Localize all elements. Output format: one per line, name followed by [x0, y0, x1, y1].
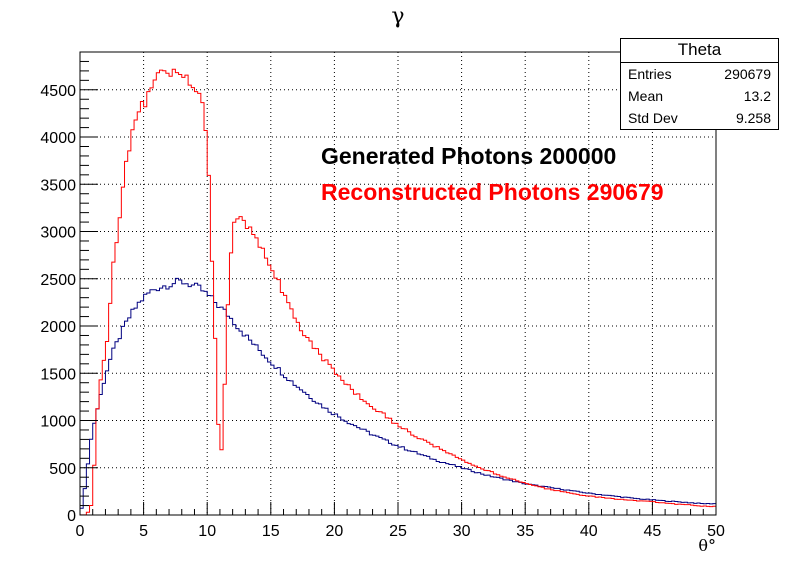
- x-tick-label: 30: [453, 523, 471, 540]
- x-tick-label: 20: [326, 523, 344, 540]
- stats-title: Theta: [621, 39, 778, 63]
- y-tick-label: 0: [67, 508, 76, 525]
- series-group: [79, 68, 717, 516]
- y-tick-label: 4500: [40, 83, 76, 100]
- stats-mean-value: 13.2: [743, 88, 771, 104]
- stats-entries-label: Entries: [628, 66, 672, 82]
- x-tick-label: 5: [139, 523, 148, 540]
- y-tick-label: 1000: [40, 414, 76, 431]
- y-tick-label: 3000: [40, 225, 76, 242]
- stats-entries-row: Entries 290679: [621, 63, 778, 85]
- series-line-0: [79, 277, 717, 515]
- annotation-generated: Generated Photons 200000: [321, 143, 617, 169]
- stats-entries-value: 290679: [724, 66, 771, 82]
- y-tick-label: 3500: [40, 177, 76, 194]
- axes: 0 5 10 15 20 25 30 35 40 45 5005001000150020002500…: [40, 51, 725, 555]
- x-tick-label: 40: [580, 523, 598, 540]
- y-tick-label: 2500: [40, 272, 76, 289]
- x-tick-label: 50: [707, 523, 725, 540]
- stats-std-label: Std Dev: [628, 110, 678, 126]
- annotation-reconstructed: Reconstructed Photons 290679: [321, 179, 664, 205]
- x-tick-label: 15: [262, 523, 280, 540]
- stats-std-value: 9.258: [735, 110, 771, 126]
- series-line-1: [79, 68, 717, 516]
- x-axis-label: θ°: [698, 536, 716, 555]
- y-tick-label: 1500: [40, 366, 76, 383]
- stats-std-row: Std Dev 9.258: [621, 107, 778, 129]
- stats-mean-label: Mean: [628, 88, 664, 104]
- x-tick-label: 25: [389, 523, 407, 540]
- x-tick-label: 45: [644, 523, 662, 540]
- stats-mean-row: Mean 13.2: [621, 85, 778, 107]
- x-tick-label: 10: [198, 523, 216, 540]
- stats-box: Theta Entries 290679 Mean 13.2 Std Dev 9…: [620, 38, 779, 130]
- x-tick-label: 35: [516, 523, 534, 540]
- chart-title: γ: [391, 4, 405, 29]
- y-tick-label: 4000: [40, 130, 76, 147]
- y-tick-label: 500: [49, 461, 76, 478]
- x-tick-label: 0: [76, 523, 85, 540]
- y-tick-label: 2000: [40, 319, 76, 336]
